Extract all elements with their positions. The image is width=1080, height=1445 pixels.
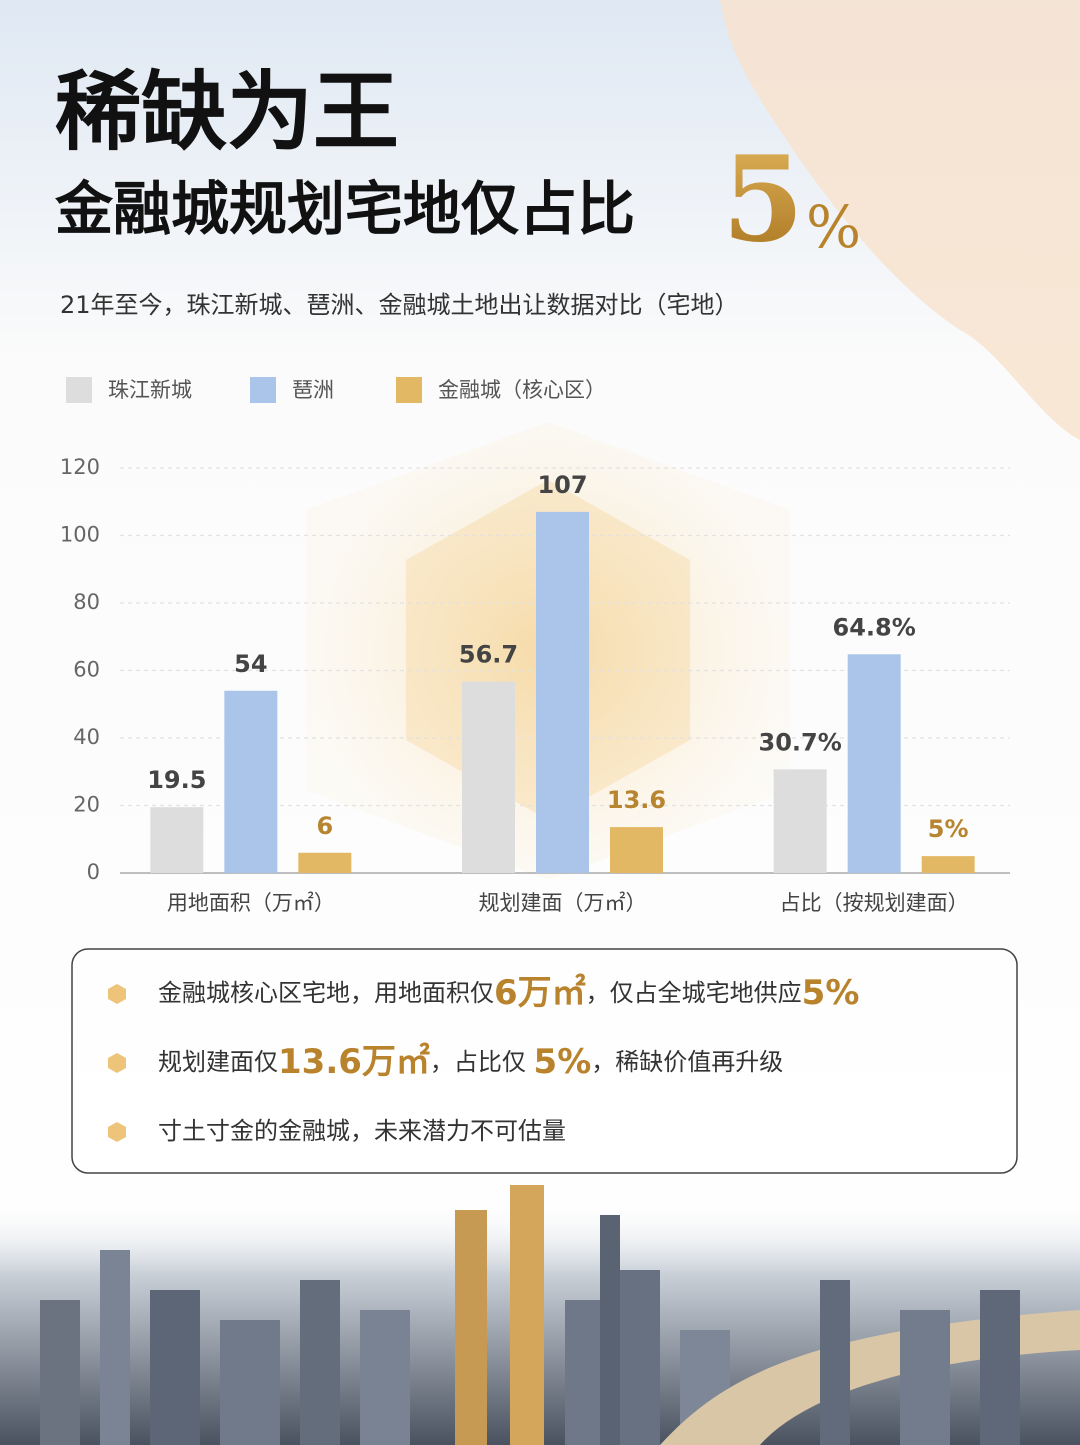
bar bbox=[536, 511, 589, 873]
y-tick-label: 0 bbox=[87, 860, 100, 884]
bar bbox=[298, 852, 352, 873]
bar bbox=[610, 827, 663, 873]
x-tick-label: 用地面积（万㎡） bbox=[167, 891, 335, 915]
bar bbox=[847, 654, 901, 873]
bullet-segment: 规划建面仅 bbox=[158, 1048, 278, 1076]
bar bbox=[773, 769, 827, 873]
bullet-segment: ，占比仅 bbox=[430, 1048, 534, 1076]
data-label: 107 bbox=[537, 471, 587, 499]
bar bbox=[224, 690, 278, 873]
data-label: 54 bbox=[234, 650, 267, 678]
bullet-text: 金融城核心区宅地，用地面积仅6万㎡，仅占全城宅地供应5% bbox=[158, 973, 859, 1013]
y-tick-label: 100 bbox=[60, 523, 100, 547]
data-label: 30.7% bbox=[759, 728, 842, 756]
subtitle: 金融城规划宅地仅占比 bbox=[55, 175, 635, 243]
legend-label: 琶洲 bbox=[292, 378, 334, 402]
bullet-marker bbox=[108, 1053, 126, 1073]
legend-swatch bbox=[66, 377, 92, 403]
bar bbox=[921, 856, 975, 873]
y-tick-label: 80 bbox=[73, 590, 100, 614]
legend-swatch bbox=[396, 377, 422, 403]
legend-swatch bbox=[250, 377, 276, 403]
bar bbox=[150, 807, 204, 873]
bullet-box bbox=[71, 948, 1018, 1174]
bullet-highlight: 5% bbox=[534, 1042, 592, 1082]
data-label: 6 bbox=[316, 812, 333, 840]
data-label: 64.8% bbox=[833, 613, 916, 641]
bullet-segment: 寸土寸金的金融城，未来潜力不可估量 bbox=[158, 1117, 566, 1145]
x-tick-label: 规划建面（万㎡） bbox=[479, 891, 647, 915]
y-tick-label: 20 bbox=[73, 793, 100, 817]
data-label: 56.7 bbox=[459, 641, 518, 669]
y-tick-label: 60 bbox=[73, 658, 100, 682]
x-tick-label: 占比（按规划建面） bbox=[780, 891, 969, 915]
headline-unit: % bbox=[806, 193, 861, 261]
y-tick-label: 40 bbox=[73, 725, 100, 749]
legend-label: 珠江新城 bbox=[108, 378, 192, 402]
headline-number: 5 bbox=[722, 130, 804, 269]
chart: 0 20 40 60 80 100 120 珠江新城 琶洲 金融城（核心区） 用地面积（万㎡） 19.… bbox=[60, 377, 1010, 915]
bullet-marker bbox=[108, 984, 126, 1004]
bar bbox=[462, 681, 515, 873]
bullet-text: 规划建面仅13.6万㎡，占比仅 5%，稀缺价值再升级 bbox=[158, 1042, 783, 1082]
bullet-highlight: 5% bbox=[802, 973, 860, 1013]
bullet-text: 寸土寸金的金融城，未来潜力不可估量 bbox=[158, 1117, 566, 1145]
title: 稀缺为王 bbox=[55, 62, 399, 162]
bullet-segment: ，稀缺价值再升级 bbox=[591, 1048, 783, 1076]
data-label: 13.6 bbox=[607, 786, 666, 814]
bullet-list: 金融城核心区宅地，用地面积仅6万㎡，仅占全城宅地供应5%规划建面仅13.6万㎡，… bbox=[108, 973, 859, 1145]
y-tick-label: 120 bbox=[60, 455, 100, 479]
bullet-segment: 金融城核心区宅地，用地面积仅 bbox=[158, 979, 494, 1007]
bullet-marker bbox=[108, 1122, 126, 1142]
chart-note: 21年至今，珠江新城、琶洲、金融城土地出让数据对比（宅地） bbox=[60, 291, 739, 319]
bullet-segment: ，仅占全城宅地供应 bbox=[586, 979, 802, 1007]
legend-label: 金融城（核心区） bbox=[438, 378, 606, 402]
map-decoration bbox=[720, 0, 1080, 440]
data-label: 19.5 bbox=[147, 766, 206, 794]
bullet-highlight: 13.6万㎡ bbox=[278, 1042, 430, 1082]
bullet-highlight: 6万㎡ bbox=[494, 973, 586, 1013]
data-label: 5% bbox=[928, 815, 969, 843]
city-skyline bbox=[0, 1185, 1080, 1445]
